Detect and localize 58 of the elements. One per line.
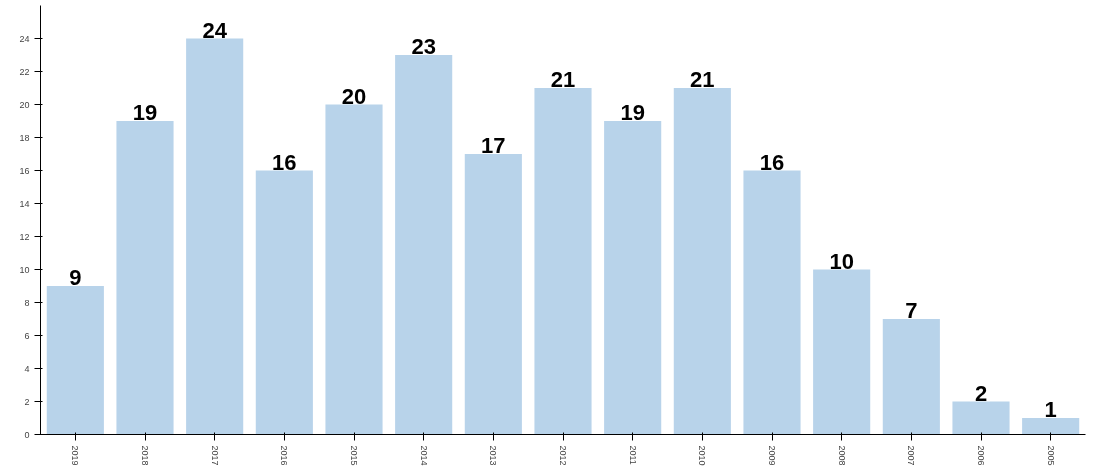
- data-label: 21: [550, 67, 576, 92]
- data-label: 19: [132, 100, 158, 125]
- y-tick-label: 18: [19, 132, 30, 143]
- x-tick-label: 2011: [627, 445, 638, 465]
- x-tick-label: 2016: [279, 445, 290, 466]
- data-label: 20: [341, 83, 367, 109]
- data-label: 23: [411, 34, 436, 59]
- x-tick-label: 2013: [488, 445, 499, 466]
- y-tick-label: 24: [19, 33, 30, 44]
- y-tick-label: 6: [24, 330, 30, 341]
- data-label: 19: [620, 100, 645, 125]
- data-label: 24: [202, 17, 228, 43]
- data-label: 16: [272, 149, 297, 175]
- bar: [186, 38, 244, 435]
- bar: [325, 104, 383, 435]
- bar: [116, 121, 174, 435]
- y-tick-label: 0: [24, 429, 30, 440]
- x-tick-label: 2014: [418, 445, 429, 466]
- data-label: 7: [905, 298, 918, 323]
- data-label: 17: [481, 133, 506, 158]
- bar: [255, 170, 313, 435]
- data-label: 21: [690, 67, 715, 92]
- bar: [1022, 418, 1080, 435]
- x-tick-label: 2018: [140, 445, 150, 466]
- data-label: 16: [759, 149, 785, 175]
- y-tick-label: 12: [19, 231, 30, 242]
- bar: [395, 55, 453, 435]
- bar: [882, 319, 940, 435]
- x-tick-label: 2019: [70, 445, 81, 466]
- bar: [604, 121, 662, 435]
- data-label: 2: [974, 380, 988, 406]
- x-tick-label: 2015: [349, 445, 359, 466]
- x-tick-label: 2012: [558, 445, 568, 466]
- data-label: 9: [69, 265, 82, 290]
- bar: [952, 401, 1010, 435]
- data-label: 10: [829, 248, 854, 274]
- data-label: 1: [1044, 397, 1057, 422]
- y-tick-label: 20: [19, 99, 30, 110]
- y-tick-label: 16: [19, 165, 30, 176]
- x-tick-label: 2008: [836, 445, 847, 466]
- x-tick-label: 2007: [906, 445, 917, 466]
- y-tick-label: 22: [19, 66, 30, 77]
- x-tick-label: 2017: [209, 445, 220, 466]
- x-tick-label: 2006: [976, 445, 986, 466]
- y-tick-label: 4: [24, 363, 30, 374]
- x-tick-label: 2010: [697, 445, 708, 466]
- y-tick-label: 10: [19, 264, 30, 275]
- y-tick-label: 14: [19, 198, 30, 209]
- x-tick-label: 2005: [1045, 445, 1056, 466]
- bar: [673, 88, 731, 435]
- bar: [464, 154, 522, 435]
- x-tick-label: 2009: [767, 445, 777, 466]
- bar: [534, 88, 592, 435]
- bar: [813, 269, 871, 435]
- y-tick-label: 8: [24, 297, 30, 308]
- bar: [743, 170, 801, 435]
- bar: [46, 286, 104, 435]
- y-tick-label: 2: [24, 396, 30, 407]
